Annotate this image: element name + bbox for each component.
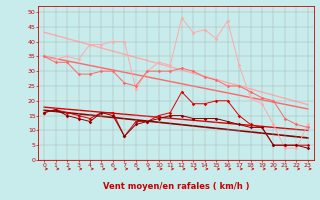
X-axis label: Vent moyen/en rafales ( km/h ): Vent moyen/en rafales ( km/h ) bbox=[103, 182, 249, 191]
